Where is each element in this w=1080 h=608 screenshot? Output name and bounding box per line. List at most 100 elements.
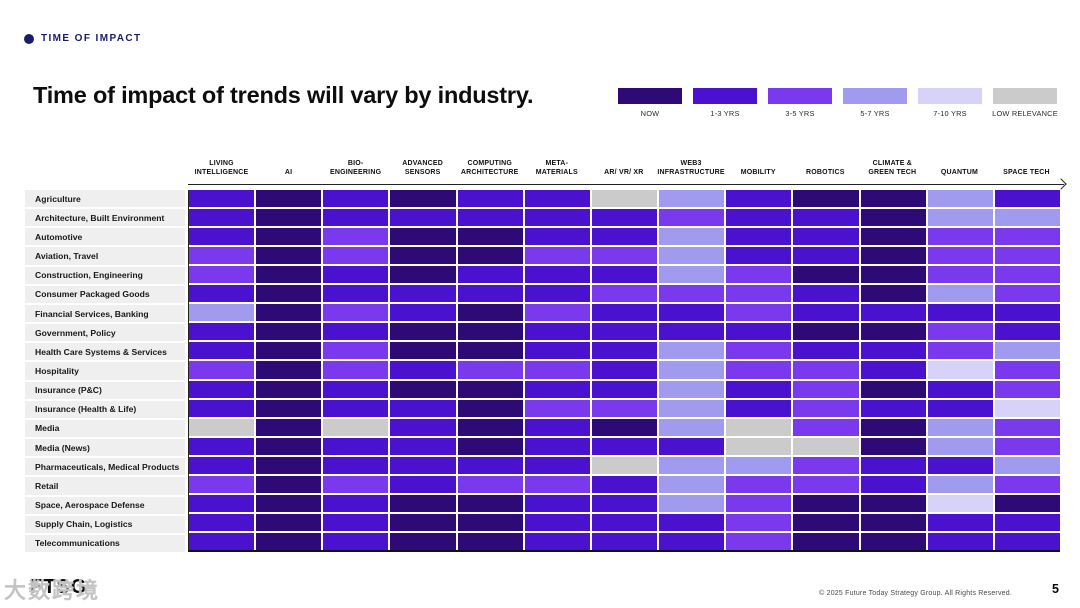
- heatmap-cell: [390, 247, 456, 265]
- heatmap-cell: [256, 285, 322, 303]
- heatmap-cell: [726, 513, 792, 531]
- row-label: Financial Services, Banking: [25, 304, 185, 323]
- column-header: QUANTUM: [940, 168, 978, 176]
- heatmap-cell: [323, 304, 389, 322]
- legend-label: 3-5 YRS: [785, 109, 815, 118]
- row-label: Retail: [25, 477, 185, 495]
- heatmap-cell: [524, 399, 590, 417]
- heatmap-cell: [927, 475, 993, 493]
- heatmap-cell: [927, 399, 993, 417]
- heatmap-cell: [256, 418, 322, 436]
- legend-swatch: [693, 88, 757, 104]
- page-number: 5: [1052, 582, 1059, 596]
- heatmap-cell: [659, 266, 725, 284]
- heatmap-cell: [390, 304, 456, 322]
- page-title: Time of impact of trends will vary by in…: [33, 82, 534, 108]
- heatmap-cell: [457, 475, 523, 493]
- heatmap-cell: [323, 361, 389, 379]
- heatmap-cell: [927, 418, 993, 436]
- heatmap-cell: [659, 494, 725, 512]
- heatmap-cell: [927, 513, 993, 531]
- legend-swatch: [768, 88, 832, 104]
- heatmap-grid: [188, 190, 1060, 552]
- heatmap-cell: [591, 380, 658, 398]
- heatmap-cell: [793, 399, 859, 417]
- heatmap-cell: [659, 513, 725, 531]
- heatmap-cell: [726, 228, 792, 246]
- heatmap-cell: [189, 285, 255, 303]
- heatmap-cell: [927, 285, 993, 303]
- column-header: CLIMATE & GREEN TECH: [868, 159, 917, 176]
- legend-swatch: [618, 88, 682, 104]
- heatmap-cell: [457, 285, 523, 303]
- heatmap-cell: [659, 209, 725, 227]
- heatmap-cell: [189, 437, 255, 455]
- legend-swatch: [843, 88, 907, 104]
- heatmap-cell: [793, 323, 859, 341]
- heatmap-cell: [256, 532, 322, 550]
- row-label: Agriculture: [25, 190, 185, 208]
- heatmap-cell: [256, 437, 322, 455]
- heatmap-cell: [189, 513, 255, 531]
- heatmap-cell: [323, 323, 389, 341]
- heatmap-cell: [793, 342, 859, 360]
- heatmap-cell: [994, 323, 1060, 341]
- heatmap-cell: [390, 285, 456, 303]
- heatmap-cell: [256, 342, 322, 360]
- heatmap-cell: [659, 228, 725, 246]
- heatmap-cell: [927, 323, 993, 341]
- heatmap-cell: [860, 399, 926, 417]
- heatmap-cell: [927, 266, 993, 284]
- row-label: Consumer Packaged Goods: [25, 285, 185, 303]
- legend-item: NOW: [618, 88, 682, 118]
- heatmap-cell: [390, 342, 456, 360]
- column-header: AI: [284, 168, 293, 176]
- heatmap-cell: [726, 380, 792, 398]
- heatmap-cell: [927, 304, 993, 322]
- row-label: Insurance (Health & Life): [25, 400, 185, 418]
- heatmap-cell: [189, 532, 255, 550]
- heatmap-cell: [189, 494, 255, 512]
- legend-label: 1-3 YRS: [710, 109, 740, 118]
- heatmap-cell: [189, 380, 255, 398]
- heatmap-cell: [256, 190, 322, 208]
- heatmap-cell: [524, 209, 590, 227]
- heatmap-cell: [189, 209, 255, 227]
- heatmap-cell: [860, 228, 926, 246]
- heatmap-cell: [659, 361, 725, 379]
- heatmap-cell: [726, 285, 792, 303]
- heatmap-cell: [927, 494, 993, 512]
- heatmap-cell: [793, 475, 859, 493]
- time-axis-arrow: [188, 184, 1064, 185]
- heatmap-cell: [591, 266, 658, 284]
- heatmap-cell: [927, 361, 993, 379]
- heatmap-cell: [256, 494, 322, 512]
- heatmap-cell: [860, 190, 926, 208]
- heatmap-cell: [323, 399, 389, 417]
- column-header: BIO- ENGINEERING: [330, 159, 382, 176]
- heatmap-cell: [457, 323, 523, 341]
- column-header: LIVING INTELLIGENCE: [194, 159, 249, 176]
- heatmap-cell: [793, 304, 859, 322]
- heatmap-cell: [726, 361, 792, 379]
- heatmap-cell: [189, 418, 255, 436]
- heatmap-cell: [189, 399, 255, 417]
- heatmap-cell: [323, 190, 389, 208]
- heatmap-cell: [524, 285, 590, 303]
- eyebrow-label: TIME OF IMPACT: [41, 33, 142, 44]
- heatmap-cell: [524, 228, 590, 246]
- heatmap-cell: [994, 513, 1060, 531]
- heatmap-cell: [189, 228, 255, 246]
- heatmap-cell: [994, 380, 1060, 398]
- heatmap-cell: [793, 494, 859, 512]
- heatmap-cell: [457, 247, 523, 265]
- heatmap-cell: [457, 361, 523, 379]
- row-labels: Agriculture Architecture, Built Environme…: [25, 190, 185, 552]
- heatmap-cell: [256, 361, 322, 379]
- heatmap-cell: [524, 323, 590, 341]
- row-label: Automotive: [25, 228, 185, 246]
- heatmap-cell: [591, 532, 658, 550]
- ftsg-logo: FTSG: [30, 576, 88, 598]
- row-label: Hospitality: [25, 362, 185, 380]
